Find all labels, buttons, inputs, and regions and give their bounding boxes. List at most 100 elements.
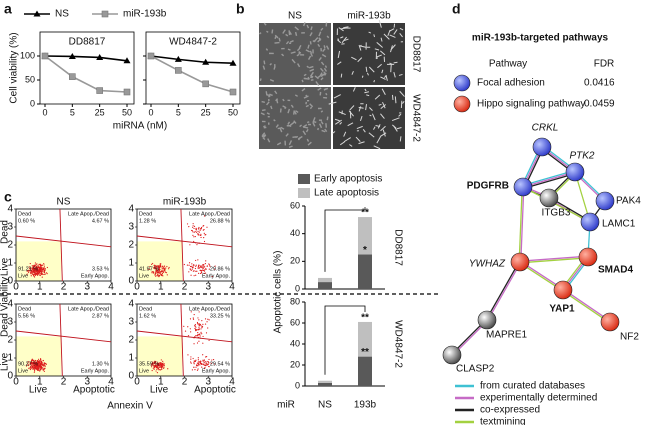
cell (369, 114, 372, 117)
cell (318, 56, 322, 61)
cell (262, 137, 266, 141)
network-node (539, 188, 559, 208)
event-dot (41, 363, 43, 365)
table-title: miR-193b-targeted pathways (472, 33, 609, 44)
event-dot (39, 263, 42, 265)
cell (365, 66, 368, 72)
cell (358, 141, 365, 145)
x-tick-label: NS (318, 400, 332, 411)
event-dot (158, 276, 160, 278)
x-tick-label: 3 (205, 282, 211, 293)
cell (323, 45, 326, 49)
event-dot (211, 276, 213, 278)
event-dot (161, 266, 163, 268)
cell (365, 104, 368, 111)
event-dot (194, 230, 196, 233)
bar-segment (318, 277, 332, 283)
gate-line (180, 208, 184, 282)
event-dot (43, 263, 45, 265)
annotation: ** (361, 313, 369, 324)
cell (324, 128, 328, 133)
gate-line (59, 303, 63, 377)
event-dot (39, 362, 41, 364)
legend-label: co-expressed (480, 405, 540, 416)
x-tick-label: 2 (182, 377, 188, 388)
cell (312, 121, 316, 127)
network-edge (518, 186, 523, 262)
bar-segment (358, 356, 372, 386)
quadrant-label: Late Apop./Dead (189, 211, 230, 217)
event-dot (203, 360, 205, 362)
y-axis-label: Cell viability (%) (9, 32, 20, 103)
cell (305, 49, 311, 53)
x-tick-label: 0 (134, 377, 140, 388)
cell (285, 40, 290, 45)
cell (302, 22, 306, 27)
y-tick-label: 3 (7, 222, 13, 233)
marker (229, 59, 237, 66)
cell (289, 121, 295, 126)
cell (355, 136, 361, 142)
event-dot (154, 365, 157, 368)
event-dot (200, 228, 202, 230)
event-dot (158, 266, 160, 268)
cell (263, 125, 266, 128)
legend-label: from curated databases (480, 381, 585, 392)
event-dot (193, 225, 196, 227)
region-label: Dead (0, 313, 11, 337)
event-dot (155, 360, 157, 363)
cell (379, 50, 386, 56)
event-dot (151, 369, 153, 372)
cell (340, 73, 343, 78)
cell (284, 106, 287, 110)
event-dot (205, 260, 207, 262)
quadrant-percentage: 1.28 % (139, 218, 156, 224)
cell (337, 50, 341, 59)
cell (309, 41, 312, 45)
event-dot (198, 329, 200, 331)
event-dot (160, 266, 162, 268)
event-dot (198, 264, 200, 266)
region-label: Apoptotic (73, 385, 115, 396)
cell (389, 28, 395, 32)
cell (269, 93, 273, 97)
event-dot (164, 270, 166, 272)
event-dot (208, 365, 210, 368)
event-dot (39, 274, 41, 277)
cell (276, 142, 282, 146)
x-tick-label: 1 (37, 282, 43, 293)
cell (396, 127, 402, 130)
table-cell: Hippo signaling pathway (477, 99, 585, 110)
event-dot (37, 358, 40, 360)
event-dot (196, 244, 198, 246)
event-dot (195, 231, 198, 233)
y-tick-label: 0 (7, 276, 13, 287)
event-dot (46, 266, 48, 269)
event-dot (199, 324, 201, 327)
cell (307, 76, 310, 80)
cell (312, 117, 316, 122)
event-dot (190, 331, 192, 333)
cell (290, 51, 296, 54)
cell (306, 138, 310, 142)
event-dot (205, 365, 207, 367)
event-dot (208, 268, 210, 270)
cell (390, 45, 393, 53)
event-dot (199, 228, 201, 230)
event-dot (204, 272, 207, 274)
event-dot (36, 267, 38, 270)
event-dot (29, 365, 32, 368)
event-dot (198, 311, 200, 313)
cell (285, 33, 289, 37)
cell (349, 144, 353, 147)
quadrant-label: Early Apop. (202, 368, 231, 374)
event-dot (39, 359, 42, 361)
event-dot (165, 272, 168, 274)
cell (275, 98, 279, 102)
cell (263, 134, 267, 138)
event-dot (42, 369, 44, 371)
event-dot (157, 363, 159, 365)
region-label: Live (0, 257, 11, 276)
quadrant-percentage: 29.54 % (210, 361, 230, 367)
event-dot (164, 271, 167, 273)
